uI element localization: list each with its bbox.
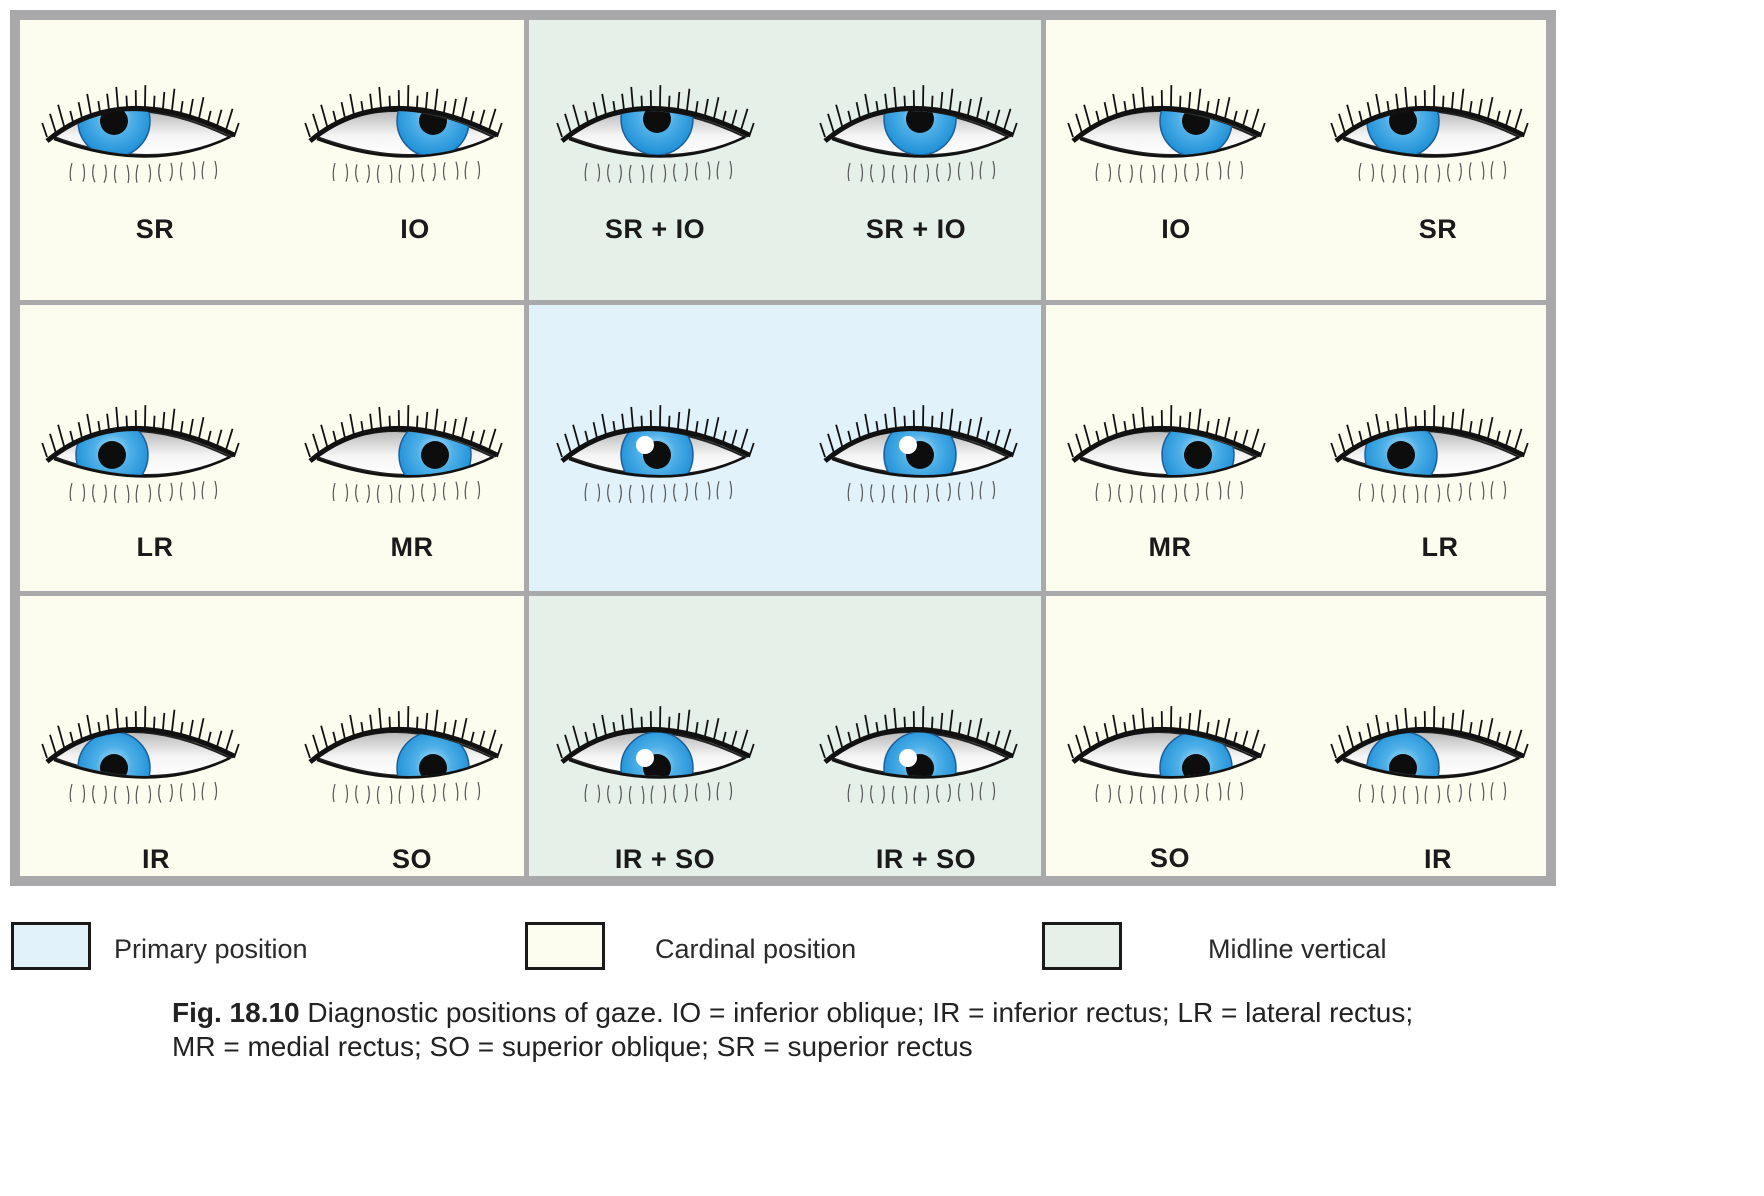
- eye-icon: [1067, 706, 1266, 805]
- eye-icon: [41, 405, 240, 504]
- eye-label: IR + SO: [875, 844, 977, 874]
- legend-swatch-midline: [1042, 922, 1122, 970]
- eye-label: LR: [1421, 532, 1459, 562]
- eye-label: IR: [142, 844, 170, 874]
- legend-swatch-primary: [11, 922, 91, 970]
- eye-pair-down: [556, 706, 1018, 805]
- eye-label: IO: [1161, 214, 1191, 244]
- eye-icon: [41, 85, 240, 184]
- legend-label-midline: Midline vertical: [1208, 934, 1387, 964]
- eye-icon: [1330, 405, 1529, 504]
- cell-up: SR + IO SR + IO: [529, 20, 1041, 300]
- eye-pair-up: [556, 85, 1018, 184]
- figure-caption: Fig. 18.10 Diagnostic positions of gaze.…: [172, 996, 1422, 1064]
- eye-pair-down-left: [1067, 706, 1529, 805]
- eye-icon: [304, 85, 503, 184]
- eye-pair-right: [41, 405, 503, 504]
- eye-pair-up-left: [1067, 85, 1529, 184]
- caption-text: Diagnostic positions of gaze. IO = infer…: [172, 997, 1414, 1062]
- eye-label: SR + IO: [604, 214, 706, 244]
- eye-label: SO: [1149, 843, 1190, 873]
- eye-label: IR: [1424, 844, 1452, 874]
- eye-icon: [304, 405, 503, 504]
- cell-down-left: SO IR: [1046, 596, 1546, 876]
- legend-swatch-cardinal: [525, 922, 605, 970]
- eye-label: SR: [135, 214, 175, 244]
- cell-up-left: IO SR: [1046, 20, 1546, 300]
- eye-icon: [556, 706, 755, 805]
- eye-icon: [556, 405, 755, 504]
- eye-label: IO: [400, 214, 430, 244]
- cell-down-right: IR SO: [20, 596, 524, 876]
- eye-pair-left: [1067, 405, 1529, 504]
- eye-pair-primary: [556, 405, 1018, 504]
- legend-label-cardinal: Cardinal position: [655, 934, 857, 964]
- legend-label-primary: Primary position: [114, 934, 308, 964]
- eye-icon: [41, 706, 240, 805]
- eye-label: MR: [390, 532, 434, 562]
- cell-down: IR + SO IR + SO: [529, 596, 1041, 876]
- eye-label: SO: [391, 844, 432, 874]
- cell-right: LR MR: [20, 305, 524, 591]
- cell-up-right: SR IO: [20, 20, 524, 300]
- eye-pair-down-right: [41, 706, 503, 805]
- gaze-grid: SR IO SR + IO SR + IO IO SR LR MR MR LR …: [10, 10, 1556, 886]
- eye-icon: [556, 85, 755, 184]
- cell-left: MR LR: [1046, 305, 1546, 591]
- eye-icon: [819, 405, 1018, 504]
- eye-icon: [1067, 85, 1266, 184]
- eye-label: SR: [1418, 214, 1458, 244]
- eye-label: LR: [136, 532, 174, 562]
- eye-icon: [819, 706, 1018, 805]
- eye-icon: [1330, 85, 1529, 184]
- eye-icon: [304, 706, 503, 805]
- eye-icon: [1067, 405, 1266, 504]
- eye-icon: [819, 85, 1018, 184]
- eye-pair-up-right: [41, 85, 503, 184]
- figure-number: Fig. 18.10: [172, 997, 300, 1028]
- cell-primary: [529, 305, 1041, 591]
- eye-label: MR: [1148, 532, 1192, 562]
- eye-icon: [1330, 706, 1529, 805]
- eye-label: IR + SO: [614, 844, 716, 874]
- eye-label: SR + IO: [865, 214, 967, 244]
